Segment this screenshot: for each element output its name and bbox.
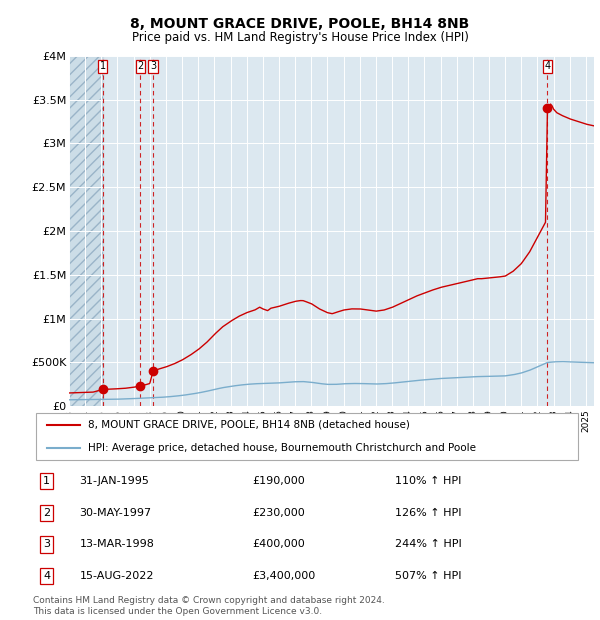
Text: 30-MAY-1997: 30-MAY-1997	[80, 508, 152, 518]
Text: 2: 2	[43, 508, 50, 518]
Bar	[69, 56, 103, 406]
Text: £3,400,000: £3,400,000	[253, 571, 316, 581]
Text: 8, MOUNT GRACE DRIVE, POOLE, BH14 8NB (detached house): 8, MOUNT GRACE DRIVE, POOLE, BH14 8NB (d…	[88, 420, 410, 430]
Text: 8, MOUNT GRACE DRIVE, POOLE, BH14 8NB: 8, MOUNT GRACE DRIVE, POOLE, BH14 8NB	[130, 17, 470, 32]
Text: Contains HM Land Registry data © Crown copyright and database right 2024.
This d: Contains HM Land Registry data © Crown c…	[33, 596, 385, 616]
Text: 3: 3	[150, 61, 156, 71]
Text: 110% ↑ HPI: 110% ↑ HPI	[395, 476, 462, 486]
Text: £230,000: £230,000	[253, 508, 305, 518]
Text: 1: 1	[43, 476, 50, 486]
Text: 244% ↑ HPI: 244% ↑ HPI	[395, 539, 462, 549]
Text: 4: 4	[544, 61, 551, 71]
Text: 4: 4	[43, 571, 50, 581]
Text: 1: 1	[100, 61, 106, 71]
Text: 507% ↑ HPI: 507% ↑ HPI	[395, 571, 462, 581]
Text: 3: 3	[43, 539, 50, 549]
Bar	[69, 56, 103, 406]
Text: 126% ↑ HPI: 126% ↑ HPI	[395, 508, 462, 518]
Text: Price paid vs. HM Land Registry's House Price Index (HPI): Price paid vs. HM Land Registry's House …	[131, 31, 469, 44]
Text: £190,000: £190,000	[253, 476, 305, 486]
Text: 31-JAN-1995: 31-JAN-1995	[80, 476, 149, 486]
Text: HPI: Average price, detached house, Bournemouth Christchurch and Poole: HPI: Average price, detached house, Bour…	[88, 443, 476, 453]
Text: 2: 2	[137, 61, 143, 71]
FancyBboxPatch shape	[36, 413, 578, 460]
Text: 15-AUG-2022: 15-AUG-2022	[80, 571, 154, 581]
Text: 13-MAR-1998: 13-MAR-1998	[80, 539, 155, 549]
Text: £400,000: £400,000	[253, 539, 305, 549]
